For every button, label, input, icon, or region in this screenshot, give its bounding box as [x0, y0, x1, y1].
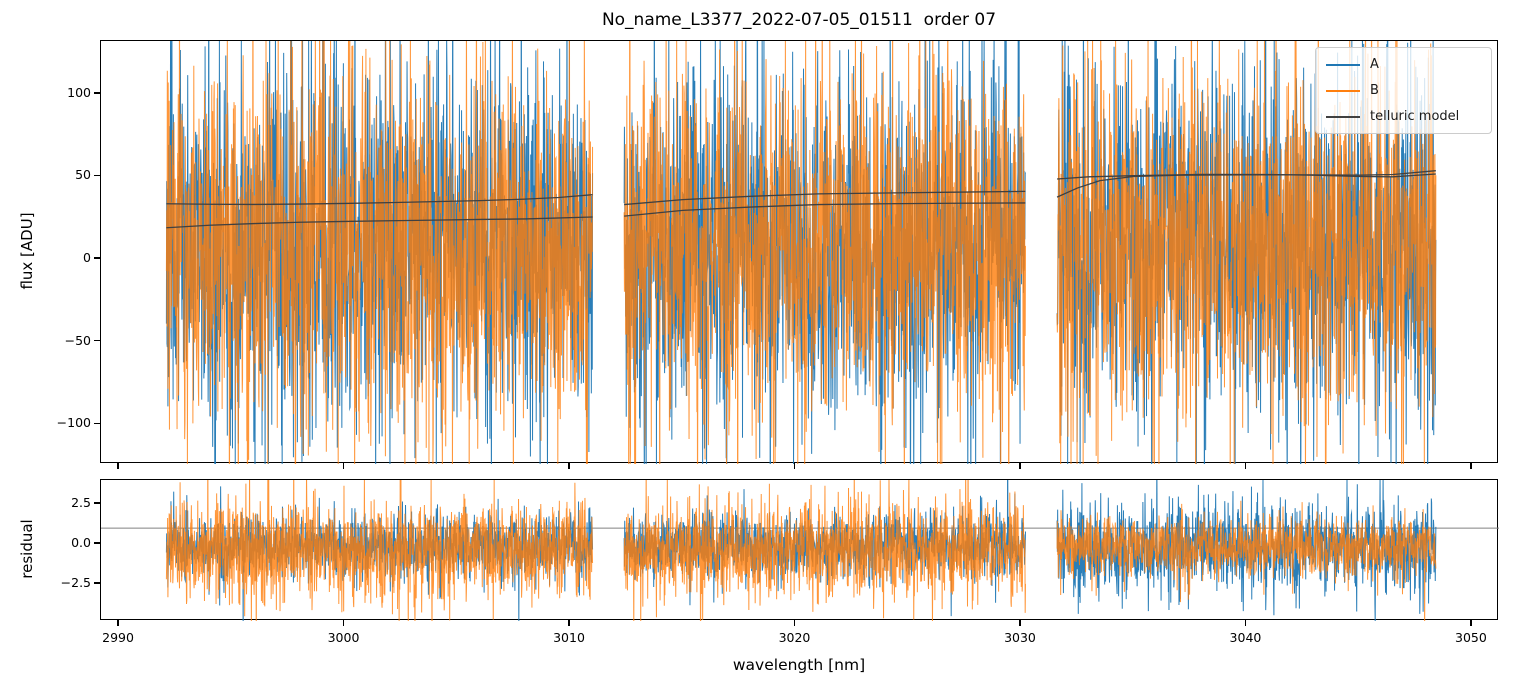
residual-xtick-mark	[1244, 620, 1247, 626]
legend-line-a-icon	[1326, 63, 1360, 66]
x-tick-label: 3000	[327, 630, 360, 645]
flux-axes	[100, 40, 1499, 464]
residual-plot-canvas	[101, 480, 1499, 621]
residual-ytick-mark	[94, 542, 100, 544]
flux-plot-canvas	[101, 41, 1499, 464]
legend-label-b: B	[1370, 83, 1379, 98]
residual-ytick-mark	[94, 502, 100, 504]
flux-ytick-label: 50	[75, 167, 91, 183]
flux-ytick-label: 100	[67, 84, 91, 100]
residual-xtick-mark	[1470, 620, 1472, 626]
legend-label-a: A	[1370, 57, 1379, 72]
flux-ytick-label: −50	[64, 332, 91, 348]
residual-ytick-label: 0.0	[71, 535, 91, 551]
residual-xtick-mark	[342, 620, 345, 626]
legend-label-telluric: telluric model	[1370, 109, 1460, 124]
flux-xtick-mark	[1470, 463, 1472, 469]
flux-ytick-label: 0	[83, 250, 91, 266]
x-axis-label: wavelength [nm]	[732, 656, 866, 674]
residual-xtick-mark	[793, 620, 796, 626]
residual-xtick-mark	[568, 620, 570, 626]
x-tick-label: 3040	[1229, 630, 1262, 645]
flux-xtick-mark	[793, 463, 796, 469]
residual-axis-label: residual	[18, 519, 36, 579]
legend-item-a: A	[1326, 55, 1481, 74]
x-tick-label: 2990	[102, 630, 134, 645]
x-tick-label: 3050	[1455, 630, 1487, 645]
plot-title: No_name_L3377_2022-07-05_01511 order 07	[601, 10, 997, 30]
legend-line-b-icon	[1326, 89, 1360, 92]
residual-xtick-mark	[117, 620, 119, 626]
flux-ytick-mark	[94, 422, 100, 425]
flux-xtick-mark	[117, 463, 119, 469]
flux-ytick-mark	[94, 340, 100, 342]
x-tick-label: 3030	[1004, 630, 1036, 645]
residual-ytick-label: −2.5	[60, 575, 91, 591]
x-tick-label: 3020	[778, 630, 811, 645]
flux-ytick-label: −100	[56, 415, 91, 431]
residual-ytick-label: 2.5	[71, 495, 91, 511]
flux-xtick-mark	[1019, 463, 1021, 469]
legend: A B telluric model	[1315, 47, 1492, 134]
flux-ytick-mark	[94, 92, 100, 94]
x-tick-label: 3010	[553, 630, 585, 645]
legend-item-b: B	[1326, 81, 1481, 100]
residual-ytick-mark	[94, 582, 100, 584]
legend-item-telluric: telluric model	[1326, 107, 1481, 126]
residual-axes	[100, 479, 1499, 621]
flux-ytick-mark	[94, 174, 100, 177]
flux-xtick-mark	[568, 463, 570, 469]
flux-xtick-mark	[1244, 463, 1247, 469]
flux-axis-label: flux [ADU]	[18, 212, 36, 290]
residual-xtick-mark	[1019, 620, 1021, 626]
flux-xtick-mark	[342, 463, 345, 469]
legend-line-telluric-icon	[1326, 115, 1360, 118]
flux-ytick-mark	[94, 257, 100, 259]
